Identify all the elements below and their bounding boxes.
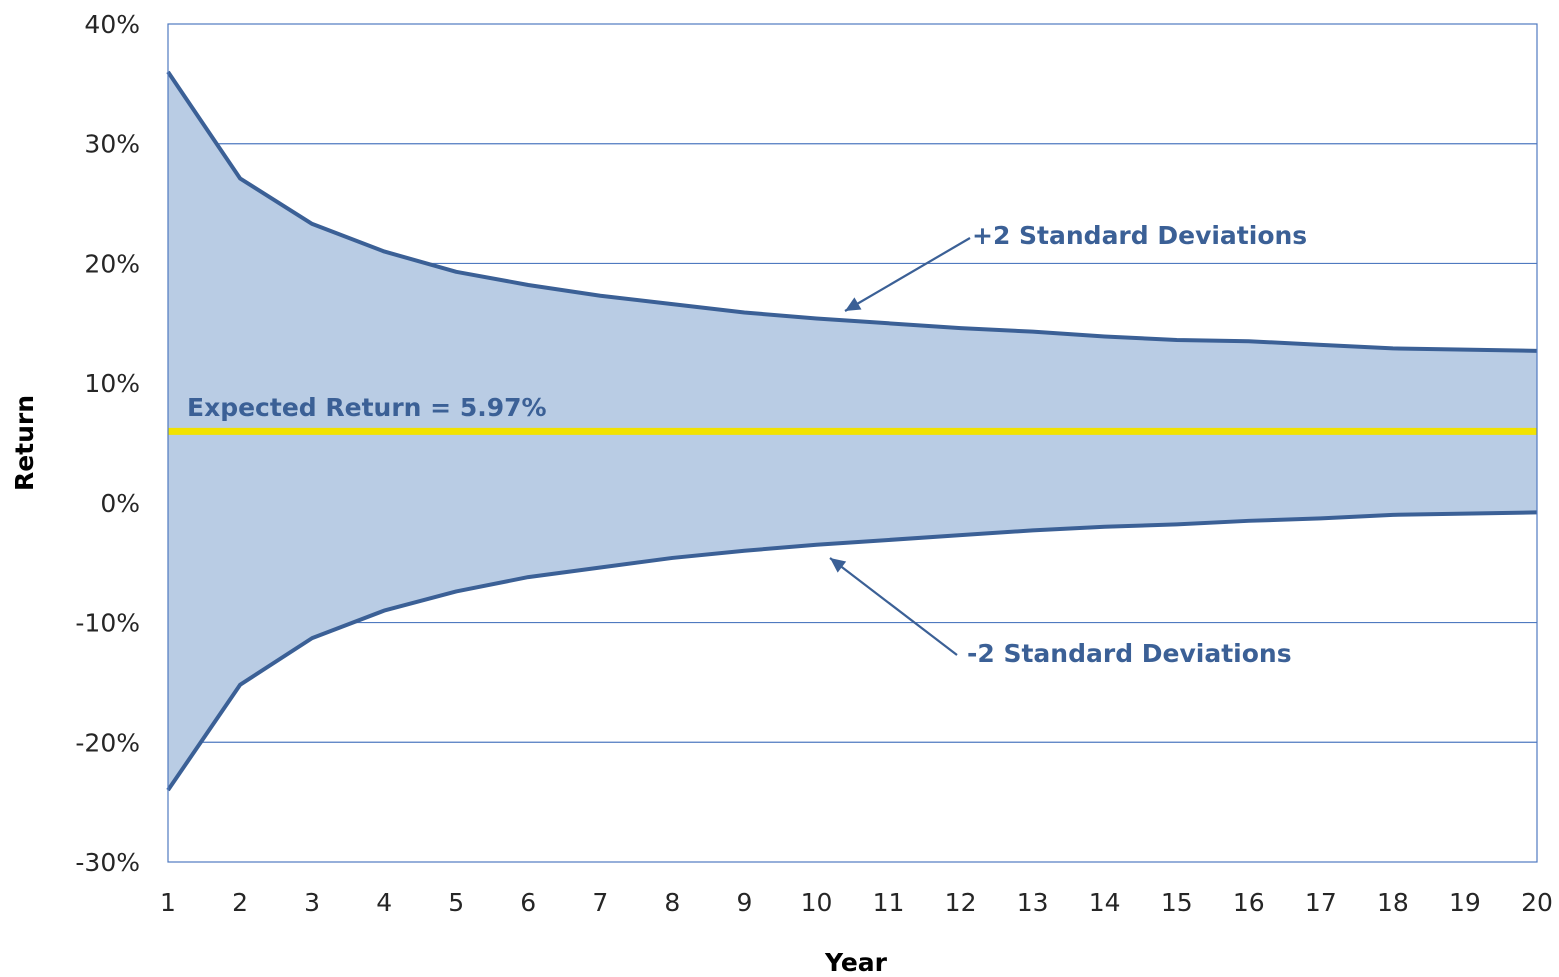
x-tick-label: 16: [1233, 888, 1265, 917]
y-tick-label: -30%: [75, 848, 140, 877]
x-tick-label: 15: [1161, 888, 1193, 917]
y-tick-label: -10%: [75, 609, 140, 638]
y-tick-label: -20%: [75, 728, 140, 757]
x-tick-label: 20: [1521, 888, 1553, 917]
expected-return-label: Expected Return = 5.97%: [187, 393, 547, 422]
x-tick-label: 11: [873, 888, 905, 917]
y-tick-label: 20%: [84, 249, 140, 278]
series-lines: [166, 70, 1538, 792]
x-tick-label: 1: [160, 888, 176, 917]
x-tick-label: 19: [1449, 888, 1481, 917]
x-axis-title: Year: [824, 948, 888, 977]
plot-area-border: [167, 23, 1538, 863]
x-tick-label: 7: [592, 888, 608, 917]
lower-band-label: -2 Standard Deviations: [967, 639, 1292, 668]
y-tick-label: 40%: [84, 10, 140, 39]
y-tick-label: 10%: [84, 369, 140, 398]
lower-arrow: [829, 557, 958, 656]
upper-band-label: +2 Standard Deviations: [972, 221, 1307, 250]
x-tick-label: 8: [664, 888, 680, 917]
x-tick-label: 10: [801, 888, 833, 917]
x-tick-label: 13: [1017, 888, 1049, 917]
y-tick-label: 0%: [100, 489, 140, 518]
x-tick-label: 2: [232, 888, 248, 917]
x-tick-label: 6: [520, 888, 536, 917]
y-axis-ticks: -30% -20% -10% 0% 10% 20% 30% 40%: [75, 10, 140, 877]
x-tick-label: 17: [1305, 888, 1337, 917]
x-tick-label: 3: [304, 888, 320, 917]
y-axis-title: Return: [10, 395, 39, 491]
x-tick-label: 14: [1089, 888, 1121, 917]
upper-band-line: [166, 70, 1538, 353]
upper-arrow: [844, 237, 971, 312]
x-tick-label: 18: [1377, 888, 1409, 917]
lower-band-line: [166, 510, 1538, 792]
x-tick-label: 12: [945, 888, 977, 917]
x-tick-label: 4: [376, 888, 392, 917]
x-tick-label: 9: [736, 888, 752, 917]
x-axis-ticks: 1 2 3 4 5 6 7 8 9 10 11 12 13 14 15 16 17 18 19 20: [160, 888, 1553, 917]
annotation-arrows: [829, 237, 971, 656]
y-tick-label: 30%: [84, 130, 140, 159]
x-tick-label: 5: [448, 888, 464, 917]
